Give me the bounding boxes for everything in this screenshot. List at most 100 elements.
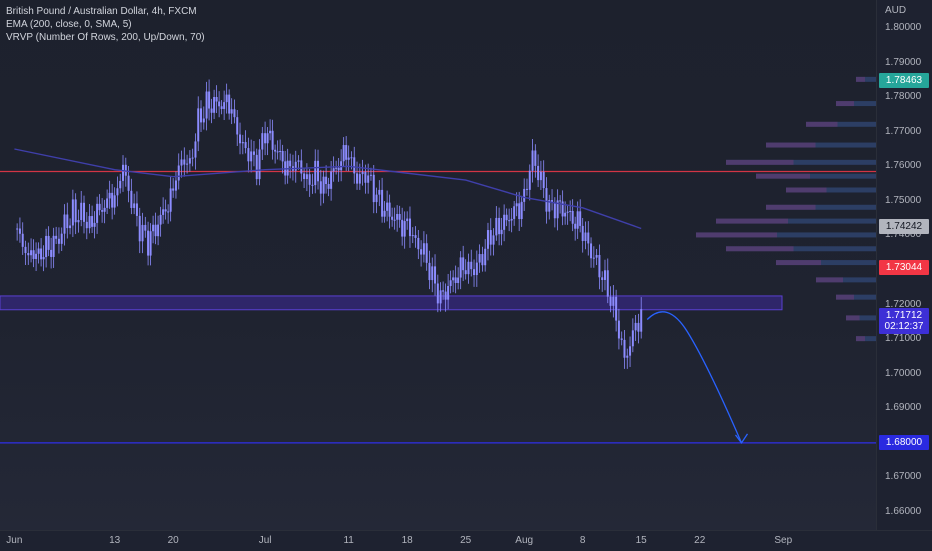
candle-body	[27, 253, 30, 256]
time-tick-label: 11	[343, 535, 354, 546]
candle-body	[200, 108, 203, 123]
candle-body	[122, 164, 125, 181]
time-tick-label: Sep	[774, 535, 793, 546]
price-tick-label: 1.80000	[885, 22, 922, 33]
candle-body	[500, 229, 503, 235]
candle-body	[233, 109, 236, 118]
time-axis[interactable]: Jun 13 20 Jul 11 18 25 Aug 8 15 22 Sep	[0, 530, 932, 551]
ema-indicator-label[interactable]: EMA (200, close, 0, SMA, 5)	[6, 19, 132, 30]
candle-body	[508, 220, 511, 222]
candle-body	[322, 176, 325, 194]
candle-body	[417, 237, 420, 250]
volume-profile-bar	[776, 260, 876, 266]
price-tick-label: 1.67000	[885, 471, 922, 483]
candle-body	[113, 195, 116, 208]
candle-body	[537, 165, 540, 181]
candle-body	[484, 248, 487, 266]
candle-body	[439, 290, 442, 304]
candle-body	[447, 286, 450, 300]
volume-profile-bar	[836, 101, 876, 107]
candle-body	[330, 171, 333, 189]
volume-profile-bar	[776, 260, 821, 266]
vrvp-indicator-label[interactable]: VRVP (Number Of Rows, 200, Up/Down, 70)	[6, 32, 205, 43]
candle-body	[539, 171, 542, 181]
volume-profile-bar	[786, 187, 876, 193]
candle-body	[617, 320, 620, 339]
candle-body	[266, 133, 269, 144]
candle-body	[271, 130, 274, 150]
candle-body	[534, 150, 537, 166]
candle-body	[548, 200, 551, 212]
candle-body	[364, 171, 367, 183]
candle-body	[50, 249, 53, 257]
candle-body	[475, 262, 478, 276]
candle-body	[186, 163, 189, 165]
time-tick-label: 20	[167, 535, 179, 546]
volume-profile-bar	[726, 246, 876, 252]
candle-body	[631, 330, 634, 347]
time-tick-label: 15	[635, 535, 647, 546]
candle-body	[42, 257, 45, 260]
candle-body	[327, 184, 330, 189]
candle-body	[601, 277, 604, 280]
price-chart[interactable]	[0, 0, 876, 530]
volume-profile-bar	[756, 173, 876, 179]
candle-body	[609, 296, 612, 306]
candle-body	[347, 157, 350, 160]
chart-area[interactable]: British Pound / Australian Dollar, 4h, F…	[0, 0, 876, 530]
volume-profile-bar	[816, 277, 876, 283]
price-axis[interactable]: AUD 1.80000 1.79000 1.78000 1.77000 1.76000 1…	[876, 0, 932, 530]
candle-body	[587, 232, 590, 244]
price-tick-label: 1.66000	[885, 506, 922, 517]
candle-body	[495, 217, 498, 236]
candle-body	[513, 206, 516, 219]
candle-body	[523, 188, 526, 202]
candle-body	[208, 91, 211, 109]
candle-body	[590, 243, 593, 259]
price-tick-label: 1.70000	[885, 367, 922, 379]
candle-body	[88, 216, 91, 229]
candle-body	[91, 216, 94, 227]
candle-body	[149, 231, 152, 256]
volume-profile-bar	[816, 277, 843, 283]
chart-legend: British Pound / Australian Dollar, 4h, F…	[6, 5, 205, 44]
candle-body	[239, 134, 242, 144]
candle-body	[569, 210, 572, 212]
supply-zone	[0, 295, 783, 311]
candle-body	[498, 217, 501, 235]
candle-body	[210, 108, 213, 113]
candle-body	[197, 108, 200, 142]
candle-body	[108, 192, 111, 199]
candle-body	[408, 218, 411, 237]
candle-body	[553, 202, 556, 219]
candle-body	[452, 277, 455, 281]
candle-body	[383, 210, 386, 217]
candle-body	[422, 243, 425, 255]
candle-body	[574, 223, 577, 229]
volume-profile-bar	[846, 315, 876, 321]
volume-profile-bar	[806, 121, 838, 127]
candle-body	[85, 221, 88, 229]
symbol-title: British Pound / Australian Dollar, 4h, F…	[6, 6, 197, 17]
volume-profile-bar	[856, 336, 865, 342]
candle-body	[481, 254, 484, 266]
price-tick-label: 1.79000	[885, 56, 922, 68]
candle-body	[281, 150, 284, 162]
candle-body	[144, 224, 147, 231]
candle-body	[629, 346, 632, 356]
candle-body	[152, 224, 155, 232]
candle-body	[518, 203, 521, 220]
candle-body	[623, 339, 626, 358]
candle-body	[345, 145, 348, 160]
price-tick-label: 1.77000	[885, 125, 922, 137]
current-price-value: 1.71712	[885, 309, 923, 321]
candle-body	[515, 203, 518, 207]
candle-body	[80, 202, 83, 220]
volume-profile-bar	[696, 232, 876, 238]
volume-profile-bar	[766, 204, 876, 210]
candle-body	[414, 235, 417, 238]
candle-body	[350, 157, 353, 159]
candle-body	[106, 198, 109, 208]
candle-body	[57, 238, 60, 244]
candle-body	[442, 290, 445, 292]
